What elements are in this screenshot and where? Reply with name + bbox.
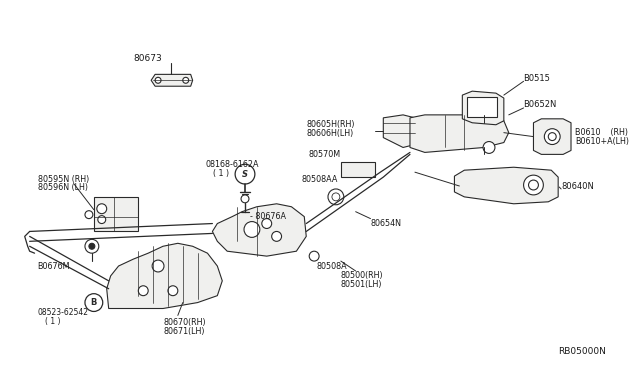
Text: 80673: 80673	[133, 54, 162, 63]
Text: ( 1 ): ( 1 )	[45, 317, 61, 326]
Circle shape	[545, 129, 560, 144]
Circle shape	[529, 180, 538, 190]
Polygon shape	[341, 162, 376, 177]
Polygon shape	[410, 115, 509, 153]
Polygon shape	[462, 91, 504, 125]
Circle shape	[244, 222, 260, 237]
Circle shape	[524, 175, 543, 195]
Text: 80501(LH): 80501(LH)	[341, 280, 382, 289]
Circle shape	[85, 239, 99, 253]
Circle shape	[155, 77, 161, 83]
Circle shape	[98, 216, 106, 224]
Polygon shape	[383, 115, 415, 147]
Circle shape	[138, 286, 148, 296]
Text: 80508A: 80508A	[316, 262, 347, 270]
Text: B0515: B0515	[524, 74, 550, 83]
Circle shape	[483, 141, 495, 153]
Circle shape	[241, 213, 249, 221]
Text: 80596N (LH): 80596N (LH)	[38, 183, 88, 192]
Polygon shape	[107, 243, 222, 308]
Text: B0652N: B0652N	[524, 100, 557, 109]
Text: B0610+A(LH): B0610+A(LH)	[575, 137, 629, 146]
Polygon shape	[212, 204, 307, 256]
Text: ( 1 ): ( 1 )	[213, 169, 230, 178]
Circle shape	[548, 133, 556, 141]
Circle shape	[328, 189, 344, 205]
Circle shape	[183, 77, 189, 83]
Text: 80654N: 80654N	[371, 219, 401, 228]
Text: - 80676A: - 80676A	[250, 212, 286, 221]
Text: 08523-62542: 08523-62542	[38, 308, 88, 317]
Text: 80595N (RH): 80595N (RH)	[38, 174, 89, 184]
Text: 80605H(RH): 80605H(RH)	[307, 120, 355, 129]
Polygon shape	[454, 167, 558, 204]
Circle shape	[235, 164, 255, 184]
Text: 80508AA: 80508AA	[301, 174, 338, 184]
Circle shape	[152, 260, 164, 272]
Text: 80606H(LH): 80606H(LH)	[307, 129, 353, 138]
Circle shape	[262, 219, 271, 228]
Text: RB05000N: RB05000N	[558, 347, 606, 356]
Text: 80670(RH): 80670(RH)	[163, 318, 205, 327]
Circle shape	[309, 251, 319, 261]
Polygon shape	[534, 119, 571, 154]
Text: B0676M: B0676M	[38, 262, 70, 270]
Circle shape	[97, 204, 107, 214]
Text: B: B	[91, 298, 97, 307]
Bar	[467, 97, 497, 117]
Circle shape	[332, 193, 340, 201]
Text: 80640N: 80640N	[561, 183, 594, 192]
Circle shape	[241, 195, 249, 203]
Text: 80671(LH): 80671(LH)	[163, 327, 205, 336]
Circle shape	[168, 286, 178, 296]
Text: B0610    (RH): B0610 (RH)	[575, 128, 628, 137]
Text: 80570M: 80570M	[308, 150, 340, 159]
Text: 08168-6162A: 08168-6162A	[205, 160, 259, 169]
Polygon shape	[94, 197, 138, 231]
Text: 80500(RH): 80500(RH)	[341, 272, 383, 280]
Text: S: S	[242, 170, 248, 179]
Circle shape	[85, 294, 103, 311]
Circle shape	[89, 243, 95, 249]
Circle shape	[85, 211, 93, 219]
Polygon shape	[151, 74, 193, 86]
Circle shape	[271, 231, 282, 241]
